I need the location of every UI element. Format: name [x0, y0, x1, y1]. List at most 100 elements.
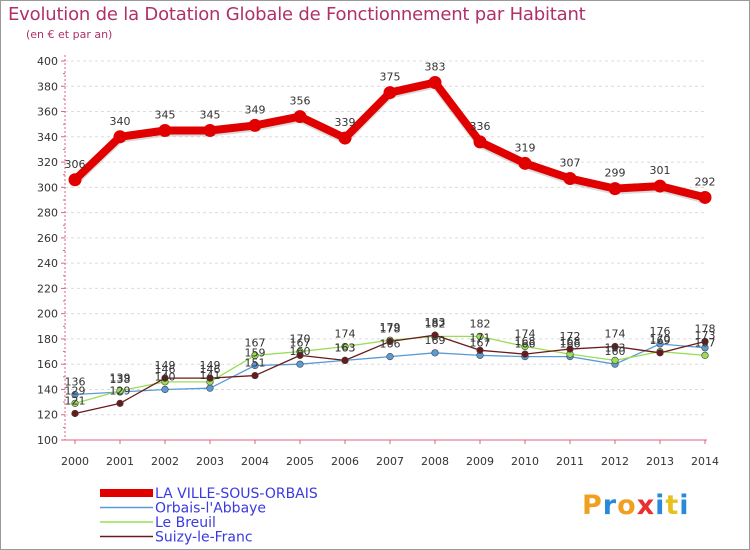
data-label: 163 — [335, 341, 356, 354]
data-point — [203, 123, 217, 137]
data-point — [608, 182, 622, 196]
data-point — [518, 156, 532, 170]
data-label: 170 — [290, 333, 311, 346]
data-label: 182 — [470, 317, 491, 330]
data-label: 167 — [470, 336, 491, 349]
data-label: 306 — [65, 158, 86, 171]
legend-label: Le Breuil — [155, 515, 216, 531]
x-tick-label: 2009 — [466, 455, 494, 468]
data-label: 166 — [515, 338, 536, 351]
series-layer — [68, 75, 712, 418]
axes: 100 120 140 160 180 200 220 240 260 280 300 320 340 3… — [37, 55, 719, 468]
x-tick-label: 2001 — [106, 455, 134, 468]
data-label: 170 — [650, 333, 671, 346]
data-label: 129 — [65, 384, 86, 397]
x-tick-label: 2012 — [601, 455, 629, 468]
data-label: 172 — [560, 330, 581, 343]
data-label: 138 — [110, 373, 131, 386]
legend-label: Orbais-l'Abbaye — [155, 501, 266, 517]
data-label: 169 — [425, 334, 446, 347]
data-label: 151 — [245, 357, 266, 370]
data-point — [428, 75, 442, 89]
y-tick-label: 260 — [37, 232, 58, 245]
data-point — [701, 351, 709, 359]
data-label: 174 — [335, 328, 356, 341]
logo-letter: i — [655, 490, 666, 521]
data-label: 167 — [245, 336, 266, 349]
data-point — [296, 360, 304, 368]
y-tick-label: 380 — [37, 80, 58, 93]
data-point — [68, 173, 82, 187]
data-label: 146 — [155, 363, 176, 376]
data-point — [701, 337, 709, 346]
data-point — [698, 190, 712, 204]
data-label: 292 — [695, 175, 716, 188]
y-tick-label: 400 — [37, 55, 58, 68]
data-label: 160 — [605, 345, 626, 358]
data-point — [566, 345, 574, 353]
data-label: 166 — [560, 338, 581, 351]
data-label: 146 — [200, 363, 221, 376]
data-point — [338, 131, 352, 145]
data-point — [386, 353, 394, 361]
grid-lines — [65, 60, 707, 416]
data-label: 340 — [110, 115, 131, 128]
data-point — [293, 110, 307, 124]
data-point — [611, 356, 619, 365]
legend-label: Suizy-le-Franc — [155, 530, 253, 546]
data-label: 171 — [470, 331, 491, 344]
y-tick-label: 120 — [37, 409, 58, 422]
series-suizy-le-franc — [71, 331, 709, 418]
data-point — [113, 130, 127, 144]
series-line-shadow — [72, 80, 706, 204]
data-label: 169 — [650, 334, 671, 347]
data-label: 174 — [515, 328, 536, 341]
data-label: 178 — [695, 322, 716, 335]
data-label: 139 — [110, 372, 131, 385]
data-point — [653, 179, 667, 193]
data-point — [206, 374, 214, 382]
data-label: 345 — [200, 108, 221, 121]
data-point — [161, 385, 169, 394]
data-label: 345 — [155, 108, 176, 121]
logo-letter: x — [636, 490, 656, 521]
data-point — [386, 337, 394, 346]
data-label: 375 — [380, 71, 401, 84]
series-la-ville-sous-orbais — [68, 75, 712, 204]
data-label: 168 — [560, 335, 581, 348]
y-tick-label: 340 — [37, 131, 58, 144]
data-point — [71, 390, 79, 399]
logo-letter: i — [679, 490, 690, 521]
y-tick-label: 180 — [37, 333, 58, 346]
data-label: 178 — [380, 322, 401, 335]
data-label: 307 — [560, 156, 581, 169]
legend-label: LA VILLE-SOUS-ORBAIS — [155, 486, 318, 502]
y-tick-label: 220 — [37, 282, 58, 295]
data-point — [116, 399, 124, 407]
data-point — [161, 374, 169, 382]
data-label: 166 — [380, 338, 401, 351]
data-label: 173 — [695, 329, 716, 342]
x-tick-label: 2007 — [376, 455, 404, 468]
x-tick-label: 2006 — [331, 455, 359, 468]
y-tick-label: 240 — [37, 257, 58, 270]
y-tick-label: 200 — [37, 308, 58, 321]
data-label: 182 — [425, 317, 446, 330]
data-label: 129 — [110, 384, 131, 397]
data-point — [71, 409, 79, 418]
x-tick-label: 2010 — [511, 455, 539, 468]
data-label: 121 — [65, 394, 86, 407]
data-point — [476, 332, 484, 341]
logo-letter: o — [617, 490, 637, 521]
data-label: 163 — [605, 341, 626, 354]
data-point — [116, 387, 124, 395]
y-tick-label: 280 — [37, 207, 58, 220]
data-label: 383 — [425, 60, 446, 73]
logo-letter: P — [582, 490, 603, 521]
x-tick-label: 2011 — [556, 455, 584, 468]
data-label: 149 — [200, 359, 221, 372]
data-label: 159 — [245, 346, 266, 359]
data-point — [251, 351, 259, 359]
data-point — [158, 123, 172, 137]
